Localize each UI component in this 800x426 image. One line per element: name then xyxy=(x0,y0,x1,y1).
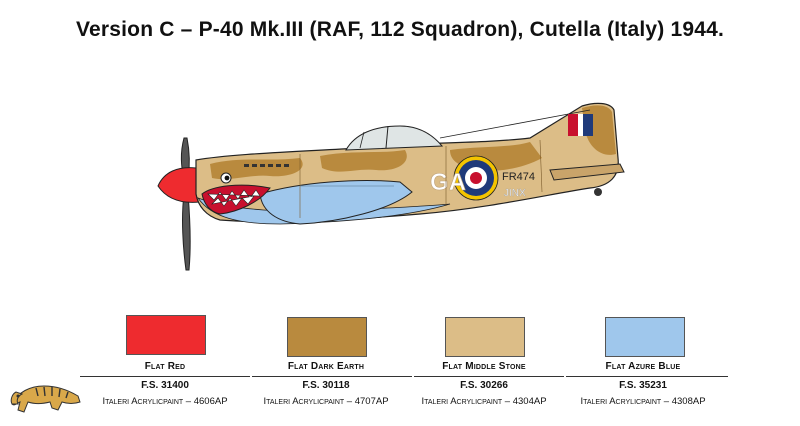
tail-plane xyxy=(549,163,625,181)
squadron-codes: GA xyxy=(430,169,466,196)
acrylic-code: Italeri Acrylicpaint – 4606AP xyxy=(102,396,228,407)
divider xyxy=(414,376,564,377)
fin-flash-blue xyxy=(583,114,593,136)
divider xyxy=(566,376,728,377)
paint-name: Flat Red xyxy=(144,361,186,372)
acrylic-code: Italeri Acrylicpaint – 4707AP xyxy=(263,396,389,407)
fs-code: F.S. 31400 xyxy=(141,380,189,391)
fin-flash-white xyxy=(578,114,583,136)
paint-name: Flat Azure Blue xyxy=(605,361,681,372)
canopy xyxy=(345,125,444,151)
paint-name: Flat Dark Earth xyxy=(287,361,365,372)
nose-art-name: JINX xyxy=(504,188,526,199)
divider xyxy=(252,376,412,377)
exhaust-stacks xyxy=(244,164,289,167)
aircraft-profile: GA FR474 JINX xyxy=(157,102,625,271)
fs-code: F.S. 30118 xyxy=(302,380,350,391)
camo-earth-2 xyxy=(320,150,407,172)
fin-flash-red xyxy=(568,114,578,136)
acrylic-code: Italeri Acrylicpaint – 4308AP xyxy=(580,396,706,407)
page-title: Version C – P-40 Mk.III (RAF, 112 Squadr… xyxy=(75,18,725,41)
paint-name: Flat Middle Stone xyxy=(442,361,526,372)
wing xyxy=(259,180,413,225)
divider xyxy=(80,376,250,377)
acrylic-code: Italeri Acrylicpaint – 4304AP xyxy=(421,396,547,407)
aircraft-serial: FR474 xyxy=(502,171,535,183)
propeller-blade-bottom xyxy=(182,193,191,271)
roundel-red xyxy=(470,172,482,184)
fs-code: F.S. 35231 xyxy=(619,380,667,391)
shark-teeth-lower xyxy=(211,195,255,207)
swatch-flat-dark-earth xyxy=(287,317,367,357)
swatch-flat-azure-blue xyxy=(605,317,685,357)
swatch-flat-red xyxy=(126,315,206,355)
tiger-logo-icon xyxy=(10,385,81,413)
camo-earth-1 xyxy=(210,158,303,180)
swatch-flat-middle-stone xyxy=(445,317,525,357)
tail-wheel xyxy=(594,188,602,196)
fs-code: F.S. 30266 xyxy=(460,380,508,391)
